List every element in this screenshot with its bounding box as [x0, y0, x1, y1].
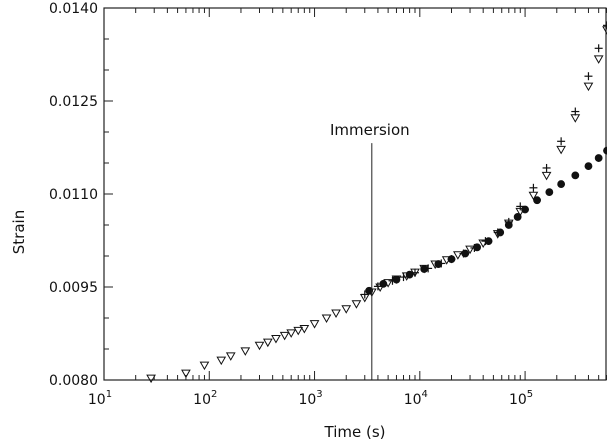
- plus-marker: [399, 273, 408, 282]
- triangle-marker: [299, 325, 310, 334]
- triangle-marker: [271, 334, 281, 344]
- circle-marker: [557, 180, 566, 188]
- x-axis-label: Time (s): [324, 423, 386, 441]
- circle-marker: [594, 154, 603, 162]
- x-tick-label: 103: [298, 389, 322, 408]
- annotations: Immersion: [330, 121, 410, 380]
- triangle-marker: [279, 331, 290, 341]
- triangle-marker: [570, 114, 581, 123]
- triangle-marker: [528, 191, 539, 201]
- circle-marker: [533, 196, 541, 205]
- triangle-marker: [321, 314, 332, 324]
- circle-marker: [447, 255, 456, 263]
- triangle-marker: [465, 245, 475, 255]
- circle-marker: [461, 249, 470, 258]
- plus-marker: [571, 107, 580, 116]
- circle-marker: [545, 188, 554, 197]
- plus-marker: [557, 137, 566, 146]
- triangle-marker: [293, 326, 304, 336]
- triangle-marker: [331, 309, 341, 319]
- triangle-marker: [541, 171, 552, 181]
- triangle-marker: [453, 251, 463, 260]
- plus-marker: [542, 163, 551, 172]
- circle-marker: [521, 205, 529, 214]
- x-tick-label: 104: [404, 389, 428, 408]
- y-tick-label: 0.0080: [49, 373, 98, 389]
- circle-marker: [603, 146, 607, 155]
- x-tick-label: 105: [509, 389, 533, 408]
- triangle-marker: [583, 82, 594, 92]
- triangle-marker: [225, 352, 236, 361]
- triangle-marker: [216, 356, 227, 366]
- immersion-label: Immersion: [330, 121, 410, 139]
- triangle-marker: [602, 26, 607, 35]
- triangle-marker: [262, 338, 273, 348]
- x-axis-ticks: 101 102 103 104 105: [88, 8, 607, 408]
- y-tick-label: 0.0110: [49, 187, 98, 203]
- plus-marker: [360, 290, 369, 299]
- plus-marker: [603, 21, 607, 30]
- triangle-marker: [199, 361, 210, 371]
- circle-marker: [379, 279, 388, 288]
- circle-marker: [504, 221, 513, 229]
- plus-marker: [529, 183, 538, 192]
- triangle-marker: [254, 341, 265, 351]
- y-axis-ticks: 0.0080 0.0095 0.0110 0.0125 0.0140: [49, 1, 113, 389]
- y-tick-label: 0.0095: [49, 280, 98, 296]
- triangle-marker: [351, 300, 362, 309]
- triangle-marker: [286, 329, 297, 338]
- triangle-marker: [593, 55, 604, 64]
- circle-marker: [584, 162, 593, 170]
- circle-marker: [434, 260, 443, 268]
- data-markers: [146, 21, 607, 384]
- circle-marker: [392, 275, 401, 284]
- circle-marker: [365, 286, 374, 295]
- circle-marker: [405, 270, 414, 279]
- circle-marker: [513, 213, 522, 221]
- triangle-marker: [146, 374, 156, 384]
- triangle-marker: [309, 320, 320, 329]
- circle-marker: [473, 243, 481, 252]
- plus-marker: [584, 72, 593, 81]
- circle-marker: [484, 237, 493, 246]
- triangle-marker: [341, 305, 352, 314]
- x-tick-label: 101: [88, 389, 112, 408]
- y-tick-label: 0.0125: [49, 94, 98, 110]
- plus-marker: [594, 44, 603, 53]
- circle-marker: [571, 171, 580, 180]
- triangle-marker: [556, 145, 566, 155]
- triangle-marker: [181, 369, 191, 379]
- y-axis-label: Strain: [10, 210, 28, 254]
- y-tick-label: 0.0140: [49, 1, 98, 17]
- x-tick-label: 102: [193, 389, 217, 408]
- triangle-marker: [240, 347, 251, 356]
- circle-marker: [420, 265, 429, 273]
- circle-marker: [496, 228, 505, 237]
